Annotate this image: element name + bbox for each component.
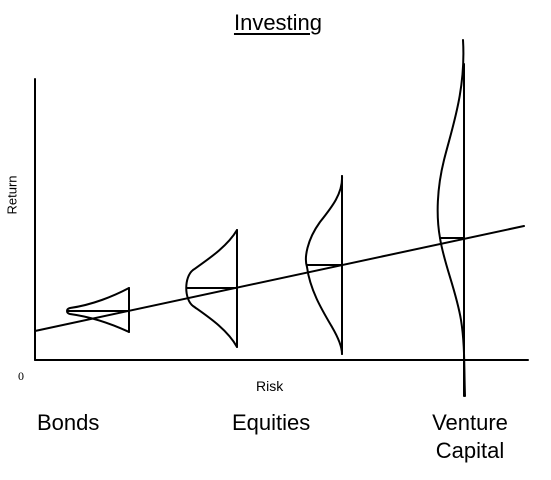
equities-distribution xyxy=(185,229,238,348)
category-label-equities: Equities xyxy=(232,410,311,435)
x-axis-label: Risk xyxy=(256,378,284,394)
equities-curve xyxy=(185,229,238,348)
category-label-bonds: Bonds xyxy=(37,410,100,435)
bonds-distribution xyxy=(66,287,130,333)
origin-label: 0 xyxy=(18,369,24,383)
category-label-venture-capital: Venture Capital xyxy=(432,410,508,463)
y-axis-label: Return xyxy=(4,175,20,215)
bonds-curve xyxy=(66,287,130,333)
diagram-title: Investing xyxy=(233,10,323,35)
risk-return-line xyxy=(34,225,525,332)
high-equities-distribution xyxy=(304,175,344,355)
venture-capital-distribution xyxy=(436,39,466,397)
high-equities-curve xyxy=(304,175,344,355)
venture-capital-curve xyxy=(436,39,466,397)
